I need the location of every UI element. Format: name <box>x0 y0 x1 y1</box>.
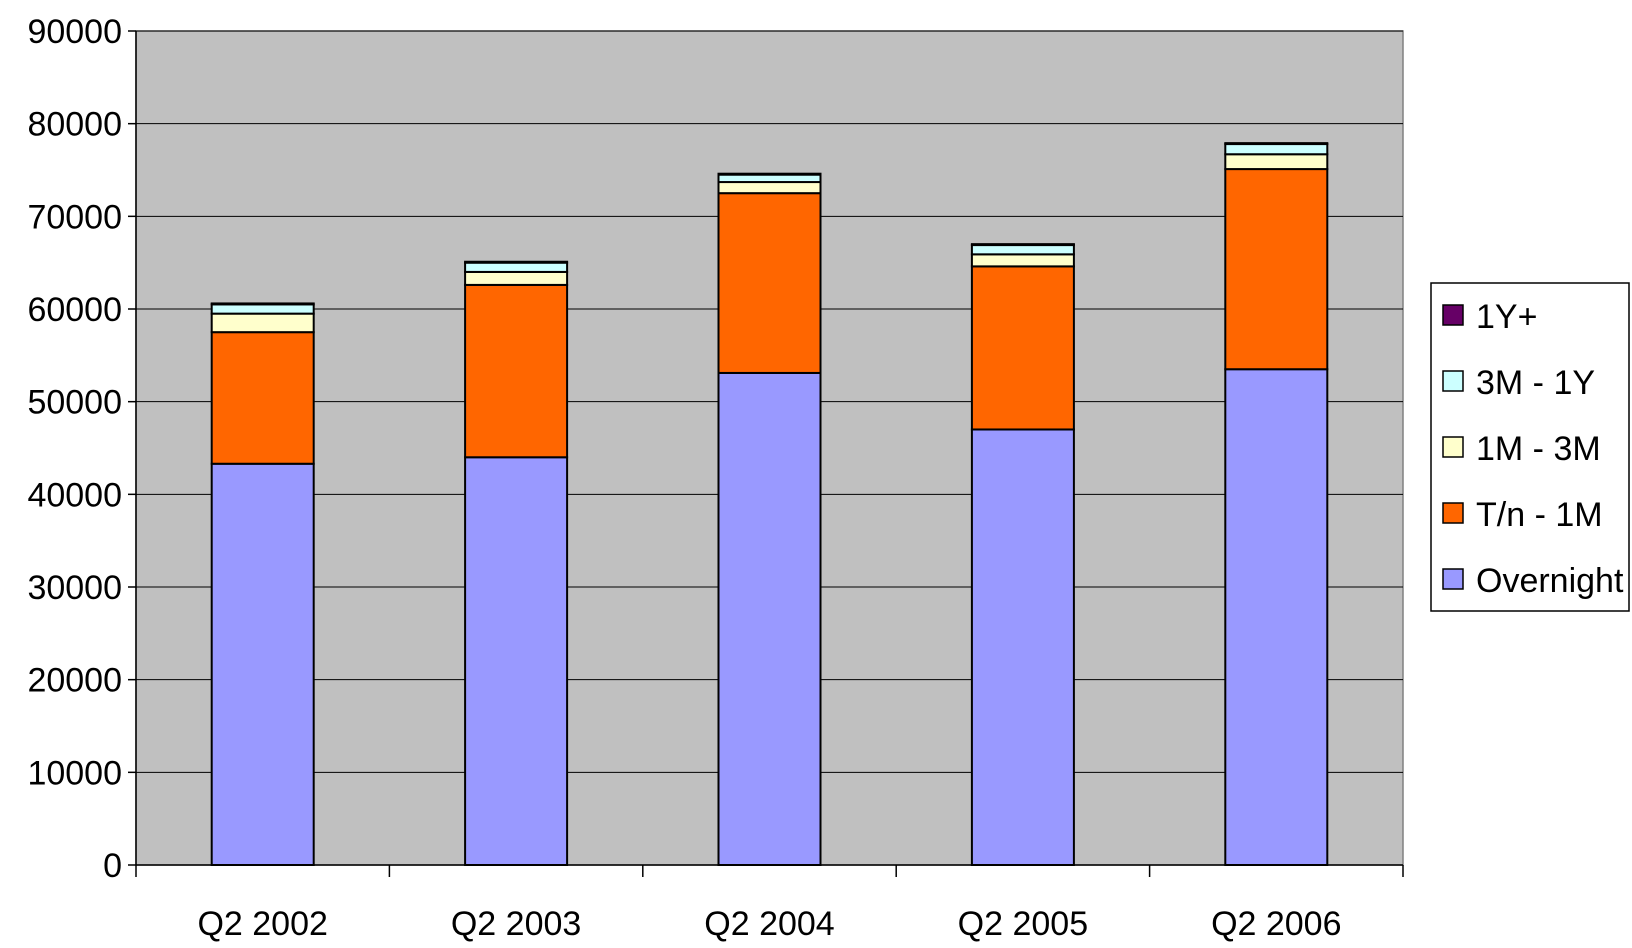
x-tick-label: Q2 2004 <box>704 905 834 943</box>
bar-segment <box>210 312 315 334</box>
bar-segment <box>1224 168 1329 371</box>
legend-label: 1Y+ <box>1476 298 1537 336</box>
bar-segment <box>970 428 1075 866</box>
y-tick-label: 80000 <box>27 106 122 144</box>
y-tick-label: 70000 <box>27 198 122 236</box>
bar-segment <box>210 303 315 315</box>
bar-segment <box>210 302 315 306</box>
bar-segment <box>210 331 315 465</box>
y-tick-label: 0 <box>103 847 122 885</box>
bar-segment <box>464 283 569 459</box>
bar-segment <box>717 172 822 176</box>
legend-label: T/n - 1M <box>1476 496 1603 534</box>
legend-label: Overnight <box>1476 562 1624 600</box>
bar-segment <box>970 265 1075 431</box>
bar-segment <box>1224 143 1329 156</box>
legend-swatch <box>1442 502 1464 524</box>
axes: 0 10000 20000 30000 40000 50000 60000 70000 8000… <box>27 13 1404 943</box>
bar-segment <box>464 456 569 866</box>
y-tick-label: 90000 <box>27 13 122 51</box>
y-tick-label: 30000 <box>27 569 122 607</box>
legend-label: 1M - 3M <box>1476 430 1601 468</box>
x-tick-label: Q2 2006 <box>1211 905 1341 943</box>
bar-segment <box>970 244 1075 256</box>
y-tick-label: 40000 <box>27 476 122 514</box>
legend-swatch <box>1442 568 1464 590</box>
bar-segment <box>464 261 569 273</box>
legend-swatch <box>1442 304 1464 326</box>
y-tick-label: 10000 <box>27 754 122 792</box>
x-tick-label: Q2 2002 <box>197 905 327 943</box>
bar-segment <box>1224 142 1329 146</box>
bar-segment <box>1224 368 1329 866</box>
bars <box>210 142 1329 866</box>
bar-segment <box>717 173 822 184</box>
x-tick-label: Q2 2003 <box>451 905 581 943</box>
legend-label: 3M - 1Y <box>1476 364 1595 402</box>
bar-segment <box>464 270 569 286</box>
y-tick-label: 20000 <box>27 662 122 700</box>
bar-segment <box>210 462 315 866</box>
legend: 1Y+ 3M - 1Y 1M - 3M T/n - 1M Overnight <box>1430 282 1630 612</box>
x-tick-label: Q2 2005 <box>958 905 1088 943</box>
bar-segment <box>717 181 822 195</box>
bar-segment <box>1224 153 1329 171</box>
y-tick-label: 50000 <box>27 384 122 422</box>
bar-segment <box>464 260 569 264</box>
bar-segment <box>970 243 1075 247</box>
legend-swatch <box>1442 370 1464 392</box>
bar-segment <box>717 371 822 866</box>
y-tick-label: 60000 <box>27 291 122 329</box>
legend-box <box>1430 282 1630 612</box>
bar-segment <box>717 192 822 374</box>
legend-swatch <box>1442 436 1464 458</box>
bar-segment <box>970 253 1075 268</box>
